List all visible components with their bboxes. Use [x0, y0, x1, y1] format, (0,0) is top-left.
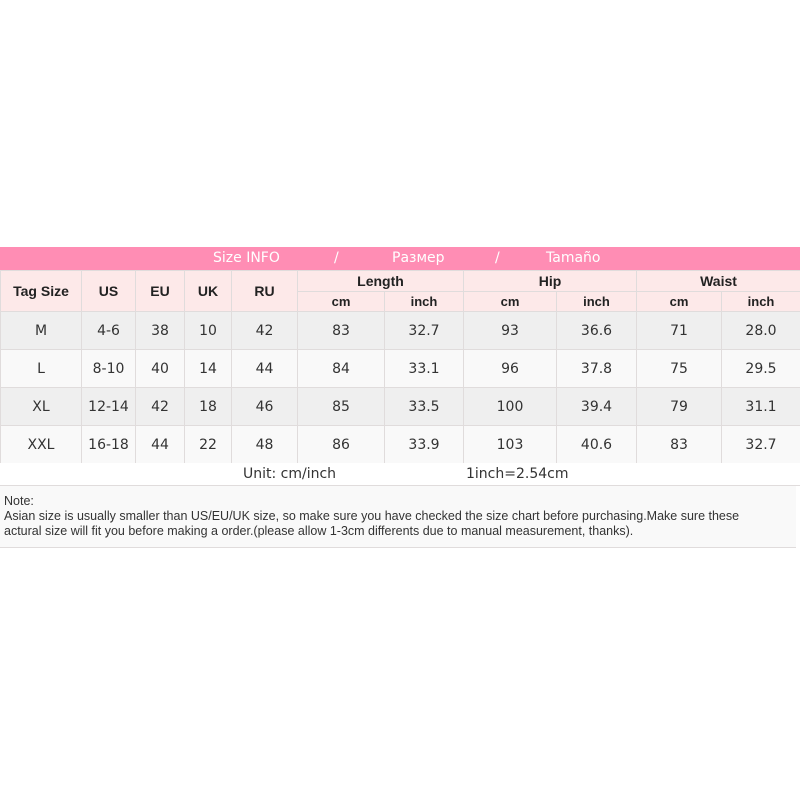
note-line: actural size will fit you before making …: [4, 524, 634, 538]
header-ru: RU: [231, 270, 298, 312]
header-inch: inch: [556, 291, 637, 312]
table-cell: L: [0, 349, 82, 388]
table-cell: 40.6: [556, 425, 637, 464]
banner-russian: Размер: [392, 250, 445, 266]
table-cell: 33.5: [384, 387, 464, 426]
table-cell: 103: [463, 425, 557, 464]
table-cell: 22: [184, 425, 232, 464]
table-cell: 83: [636, 425, 722, 464]
header-cm: cm: [636, 291, 722, 312]
table-cell: 31.1: [720, 387, 800, 426]
table-row: XL 12-14 42 18 46 85 33.5 100 39.4 79 31.1: [0, 387, 800, 426]
header-length: Length: [297, 270, 464, 292]
header-inch: inch: [384, 291, 464, 312]
header-eu: EU: [135, 270, 185, 312]
header-uk: UK: [184, 270, 232, 312]
table-cell: 96: [463, 349, 557, 388]
header-tag-size: Tag Size: [0, 270, 82, 312]
note-line: Asian size is usually smaller than US/EU…: [4, 509, 740, 523]
header-waist: Waist: [635, 270, 800, 292]
table-cell: 44: [231, 349, 298, 388]
table-cell: 14: [184, 349, 232, 388]
size-info-banner: Size INFO / Размер / Tamaño: [0, 247, 800, 270]
table-cell: 75: [636, 349, 722, 388]
unit-label: Unit: cm/inch: [243, 466, 337, 482]
table-cell: M: [0, 311, 82, 350]
table-cell: 44: [135, 425, 185, 464]
table-cell: 4-6: [81, 311, 136, 350]
table-cell: 46: [231, 387, 298, 426]
table-cell: 48: [231, 425, 298, 464]
table-cell: 36.6: [556, 311, 637, 350]
table-cell: 37.8: [556, 349, 637, 388]
table-cell: 33.1: [384, 349, 464, 388]
banner-separator: /: [495, 250, 500, 266]
table-cell: 93: [463, 311, 557, 350]
table-cell: 42: [231, 311, 298, 350]
table-cell: 83: [297, 311, 385, 350]
table-row: L 8-10 40 14 44 84 33.1 96 37.8 75 29.5: [0, 349, 800, 388]
header-cm: cm: [297, 291, 385, 312]
table-cell: XXL: [0, 425, 82, 464]
table-cell: XL: [0, 387, 82, 426]
note-title: Note:: [4, 494, 34, 508]
table-cell: 28.0: [720, 311, 800, 350]
table-cell: 84: [297, 349, 385, 388]
table-cell: 32.7: [720, 425, 800, 464]
table-cell: 8-10: [81, 349, 136, 388]
header-cm: cm: [463, 291, 557, 312]
banner-separator: /: [334, 250, 339, 266]
header-inch: inch: [720, 291, 800, 312]
table-cell: 29.5: [720, 349, 800, 388]
table-row: XXL 16-18 44 22 48 86 33.9 103 40.6 83 32.7: [0, 425, 800, 464]
header-hip: Hip: [463, 270, 637, 292]
banner-spanish: Tamaño: [546, 250, 601, 266]
size-chart-table: Tag Size US EU UK RU Length Hip Waist cm…: [0, 270, 800, 464]
unit-conversion: 1inch=2.54cm: [466, 466, 569, 482]
table-cell: 85: [297, 387, 385, 426]
table-cell: 10: [184, 311, 232, 350]
table-cell: 38: [135, 311, 185, 350]
header-us: US: [81, 270, 136, 312]
table-cell: 40: [135, 349, 185, 388]
table-cell: 86: [297, 425, 385, 464]
table-cell: 32.7: [384, 311, 464, 350]
table-cell: 18: [184, 387, 232, 426]
table-cell: 100: [463, 387, 557, 426]
table-cell: 39.4: [556, 387, 637, 426]
table-cell: 79: [636, 387, 722, 426]
table-cell: 16-18: [81, 425, 136, 464]
banner-title: Size INFO: [213, 250, 280, 266]
table-cell: 33.9: [384, 425, 464, 464]
table-cell: 71: [636, 311, 722, 350]
table-cell: 12-14: [81, 387, 136, 426]
note-box: Note: Asian size is usually smaller than…: [0, 486, 796, 548]
table-cell: 42: [135, 387, 185, 426]
table-row: M 4-6 38 10 42 83 32.7 93 36.6 71 28.0: [0, 311, 800, 350]
unit-row: Unit: cm/inch 1inch=2.54cm: [0, 463, 800, 486]
